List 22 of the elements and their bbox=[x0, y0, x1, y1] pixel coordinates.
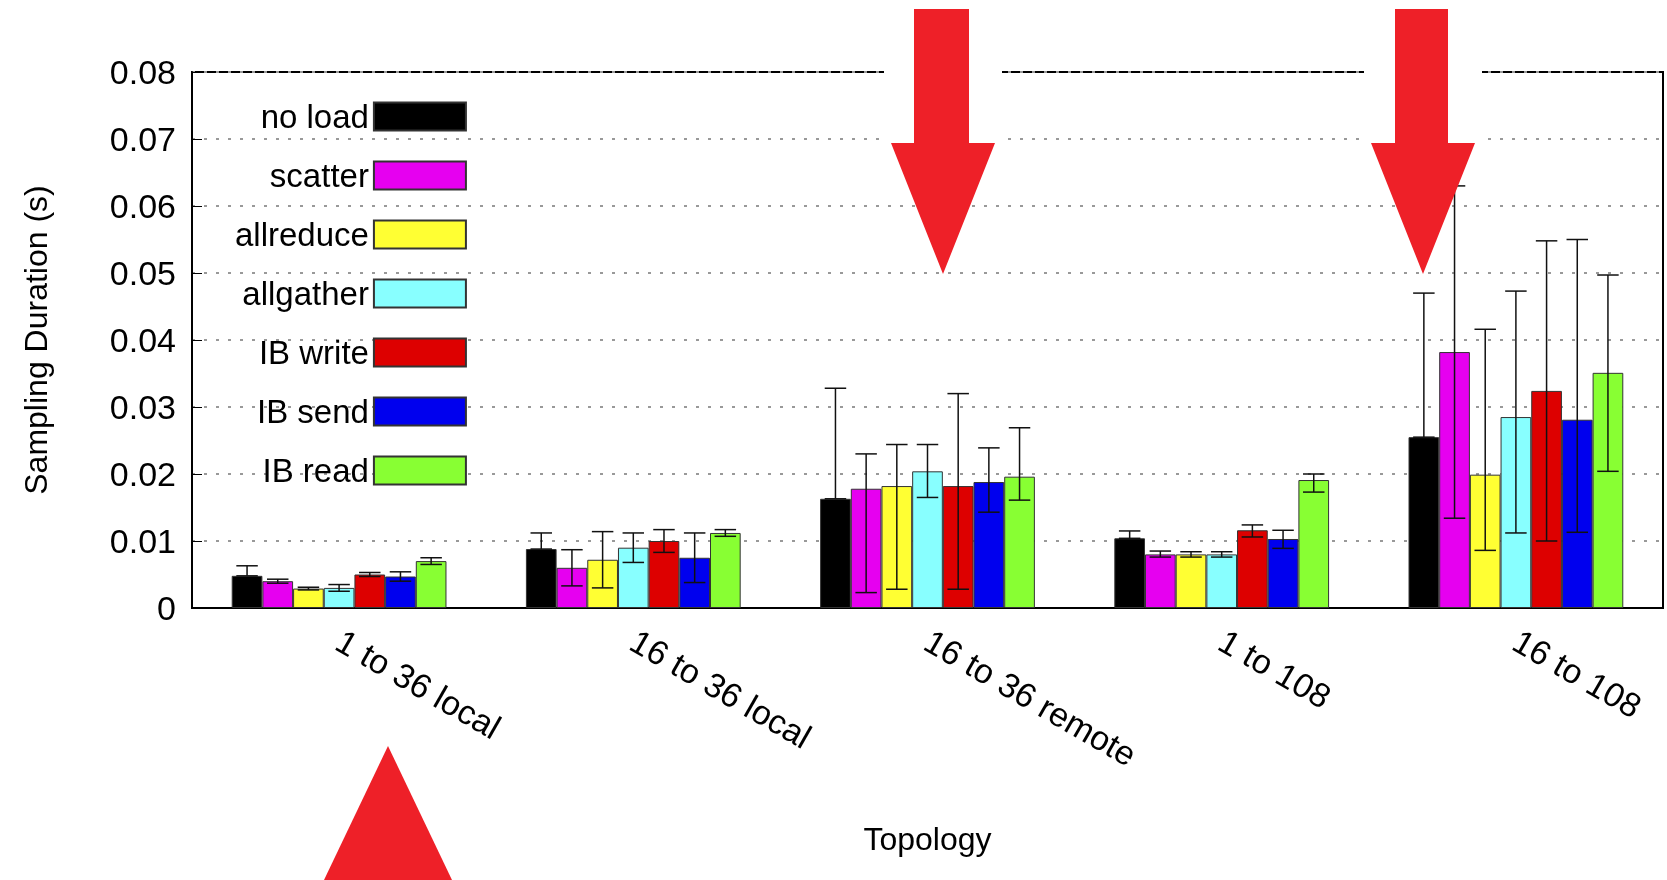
y-tick-label: 0.06 bbox=[109, 187, 176, 225]
legend-label: IB write bbox=[258, 334, 369, 371]
legend-label: allreduce bbox=[235, 216, 369, 253]
x-tick-label: 1 to 36 local bbox=[329, 621, 508, 747]
x-tick-label: 1 to 108 bbox=[1212, 621, 1338, 716]
legend-label: scatter bbox=[269, 157, 369, 194]
x-tick-label: 16 to 36 local bbox=[623, 621, 818, 756]
y-tick-label: 0.08 bbox=[109, 53, 176, 91]
y-tick-label: 0.04 bbox=[109, 321, 176, 359]
x-tick-label: 16 to 108 bbox=[1506, 621, 1649, 726]
y-tick-label: 0.03 bbox=[109, 388, 176, 426]
y-tick-label: 0 bbox=[157, 589, 176, 627]
legend-label: no load bbox=[260, 98, 369, 135]
legend-label: IB send bbox=[257, 393, 369, 430]
y-tick-label: 0.07 bbox=[109, 120, 176, 158]
y-tick-label: 0.01 bbox=[109, 522, 176, 560]
y-tick-label: 0.05 bbox=[109, 254, 176, 292]
legend-label: allgather bbox=[242, 275, 369, 312]
y-tick-label: 0.02 bbox=[109, 455, 176, 493]
x-axis-title: Topology bbox=[863, 821, 992, 857]
y-axis-title: Sampling Duration (s) bbox=[18, 185, 54, 495]
legend-label: IB read bbox=[262, 452, 369, 489]
